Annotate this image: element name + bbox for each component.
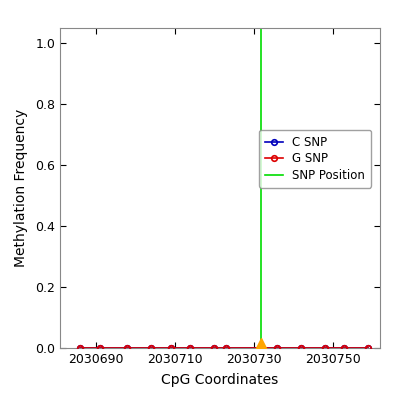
- G SNP: [77, 346, 82, 350]
- G SNP: [259, 346, 264, 350]
- C SNP: [97, 346, 102, 350]
- Legend: C SNP, G SNP, SNP Position: C SNP, G SNP, SNP Position: [259, 130, 371, 188]
- G SNP: [212, 346, 216, 350]
- C SNP: [298, 346, 303, 350]
- C SNP: [168, 346, 173, 350]
- G SNP: [224, 346, 228, 350]
- C SNP: [77, 346, 82, 350]
- C SNP: [224, 346, 228, 350]
- C SNP: [259, 346, 264, 350]
- G SNP: [148, 346, 153, 350]
- G SNP: [322, 346, 327, 350]
- G SNP: [125, 346, 130, 350]
- Line: C SNP: C SNP: [77, 345, 371, 351]
- C SNP: [212, 346, 216, 350]
- C SNP: [125, 346, 130, 350]
- G SNP: [275, 346, 280, 350]
- G SNP: [168, 346, 173, 350]
- G SNP: [298, 346, 303, 350]
- C SNP: [148, 346, 153, 350]
- G SNP: [97, 346, 102, 350]
- X-axis label: CpG Coordinates: CpG Coordinates: [161, 373, 279, 387]
- C SNP: [188, 346, 193, 350]
- Y-axis label: Methylation Frequency: Methylation Frequency: [14, 109, 28, 267]
- G SNP: [342, 346, 347, 350]
- C SNP: [322, 346, 327, 350]
- C SNP: [342, 346, 347, 350]
- G SNP: [366, 346, 370, 350]
- G SNP: [188, 346, 193, 350]
- C SNP: [275, 346, 280, 350]
- Line: G SNP: G SNP: [77, 345, 371, 351]
- C SNP: [366, 346, 370, 350]
